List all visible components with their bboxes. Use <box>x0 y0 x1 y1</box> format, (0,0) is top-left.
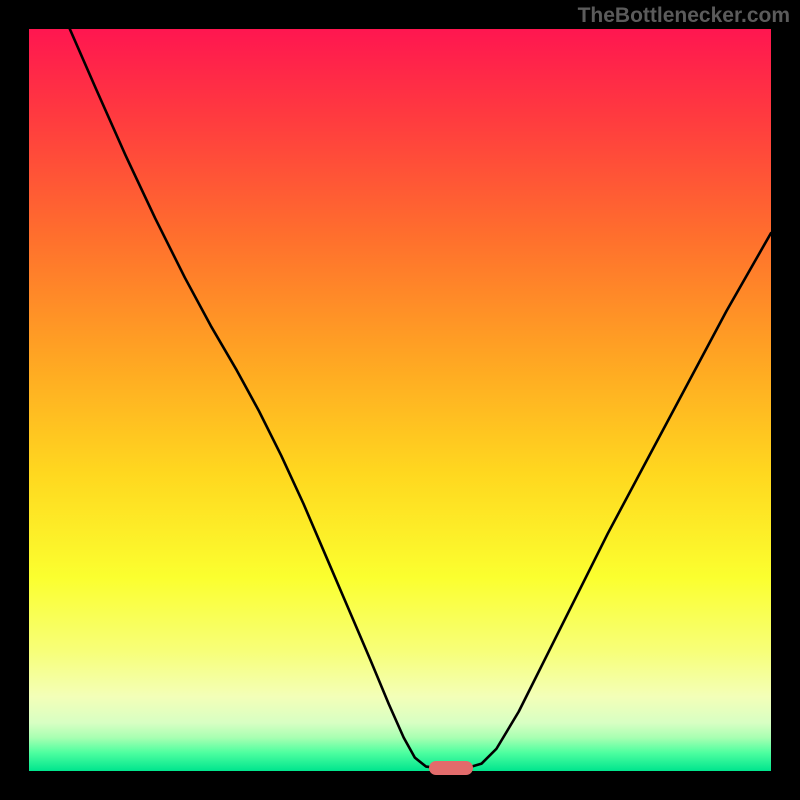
attribution-text: TheBottlenecker.com <box>578 4 790 28</box>
plot-area <box>29 29 771 771</box>
bottleneck-curve <box>29 29 771 771</box>
chart-container: TheBottlenecker.com <box>0 0 800 800</box>
optimal-marker <box>429 761 473 775</box>
